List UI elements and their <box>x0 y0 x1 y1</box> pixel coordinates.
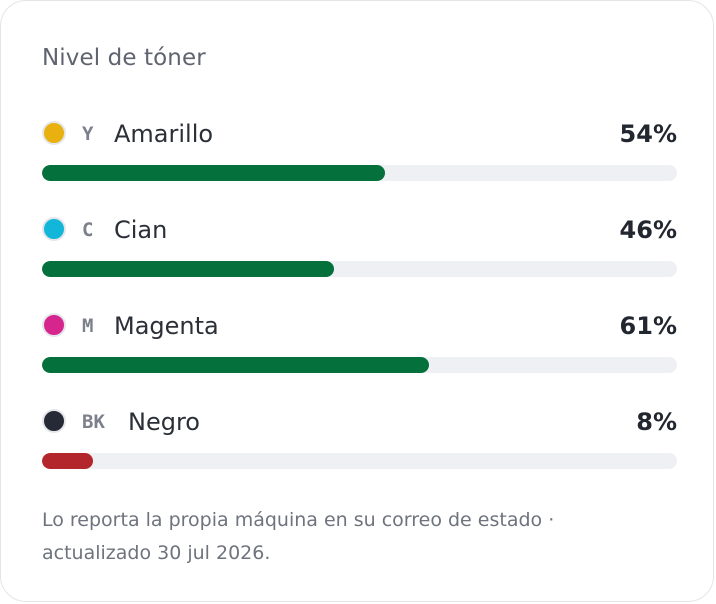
toner-level-track <box>42 165 677 181</box>
toner-level-fill <box>42 453 93 469</box>
card-title: Nivel de tóner <box>42 45 206 71</box>
toner-percent: 8% <box>636 408 677 436</box>
footnote-line: actualizado 30 jul 2026. <box>42 542 271 564</box>
toner-level-track <box>42 453 677 469</box>
toner-code: Y <box>82 123 94 145</box>
toner-level-track <box>42 357 677 373</box>
status-footnote: Lo reporta la propia máquina en su corre… <box>42 504 682 570</box>
magenta-color-dot <box>42 313 66 337</box>
toner-row-black: BK Negro 8% <box>42 409 677 479</box>
toner-name: Negro <box>128 408 200 436</box>
toner-percent: 46% <box>619 216 677 244</box>
toner-code: M <box>82 315 94 337</box>
yellow-color-dot <box>42 121 66 145</box>
toner-name: Amarillo <box>114 120 214 148</box>
toner-level-fill <box>42 165 385 181</box>
toner-name: Magenta <box>114 312 219 340</box>
toner-percent: 54% <box>619 120 677 148</box>
cyan-color-dot <box>42 217 66 241</box>
toner-name: Cian <box>114 216 168 244</box>
toner-code: C <box>82 219 94 241</box>
footnote-line: Lo reporta la propia máquina en su corre… <box>42 509 555 531</box>
toner-level-track <box>42 261 677 277</box>
black-color-dot <box>42 409 66 433</box>
toner-level-fill <box>42 357 430 373</box>
toner-percent: 61% <box>619 312 677 340</box>
toner-row-cyan: C Cian 46% <box>42 217 677 287</box>
toner-row-yellow: Y Amarillo 54% <box>42 121 677 191</box>
toner-row-magenta: M Magenta 61% <box>42 313 677 383</box>
toner-level-fill <box>42 261 335 277</box>
toner-code: BK <box>82 411 105 433</box>
